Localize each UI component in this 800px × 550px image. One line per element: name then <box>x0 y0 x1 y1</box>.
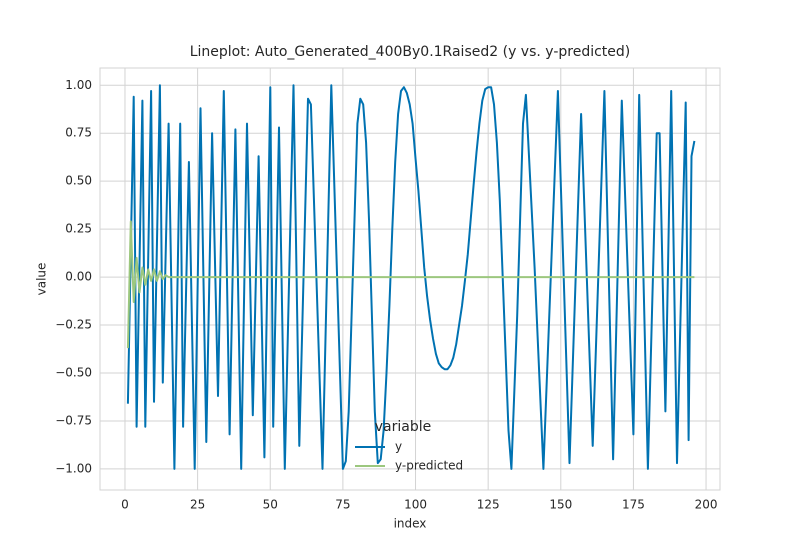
x-tick-label: 50 <box>263 498 278 512</box>
x-tick-label: 200 <box>695 498 718 512</box>
x-tick-label: 175 <box>622 498 645 512</box>
plot-frame <box>99 67 721 491</box>
x-axis-label: index <box>394 517 427 531</box>
y-tick-label: −0.25 <box>55 318 92 332</box>
x-tick-label: 100 <box>404 498 427 512</box>
legend-title: variable <box>375 419 431 435</box>
x-tick-label: 25 <box>190 498 205 512</box>
chart-title: Lineplot: Auto_Generated_400By0.1Raised2… <box>190 44 631 60</box>
y-tick-label: −1.00 <box>55 461 92 475</box>
series-line <box>126 220 695 349</box>
legend-label: y-predicted <box>395 459 463 473</box>
x-tick-label: 150 <box>549 498 572 512</box>
y-tick-label: −0.75 <box>55 413 92 427</box>
x-tick-label: 0 <box>121 498 129 512</box>
y-tick-label: 0.75 <box>65 126 92 140</box>
y-tick-label: 0.50 <box>65 174 92 188</box>
legend-label: y <box>395 440 402 454</box>
series-line <box>126 84 696 470</box>
y-tick-label: 1.00 <box>65 78 92 92</box>
x-tick-label: 75 <box>335 498 350 512</box>
y-tick-label: 0.25 <box>65 222 92 236</box>
y-tick-label: −0.50 <box>55 365 92 379</box>
y-axis-label: value <box>35 263 49 296</box>
x-tick-label: 125 <box>477 498 500 512</box>
y-tick-label: 0.00 <box>65 270 92 284</box>
